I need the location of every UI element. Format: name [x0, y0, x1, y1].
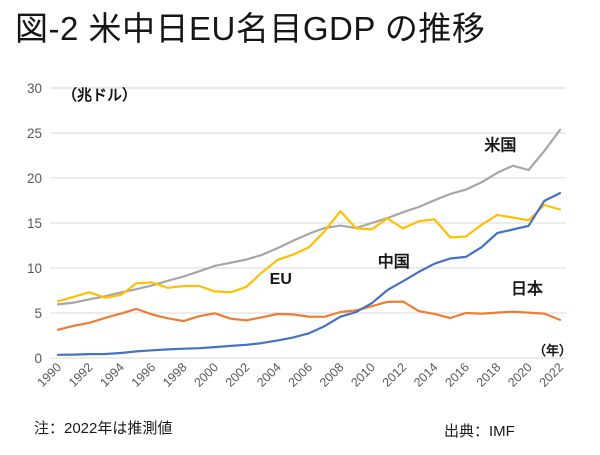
- series-label-EU: EU: [270, 271, 292, 288]
- x-tick-label-1998: 1998: [160, 360, 190, 390]
- series-line-米国: [56, 128, 562, 306]
- x-tick-label-2006: 2006: [286, 360, 316, 390]
- y-tick-label-5: 5: [34, 306, 42, 321]
- x-tick-label-2004: 2004: [254, 360, 284, 390]
- x-tick-label-2020: 2020: [505, 360, 535, 390]
- series-label-米国: 米国: [484, 136, 516, 155]
- x-tick-label-1994: 1994: [97, 360, 127, 390]
- series-line-EU: [56, 203, 562, 303]
- y-tick-label-0: 0: [34, 351, 42, 366]
- y-tick-label-25: 25: [27, 126, 42, 141]
- x-tick-label-2000: 2000: [191, 360, 221, 390]
- source-credit: 出典：IMF: [444, 423, 515, 440]
- x-tick-label-2016: 2016: [442, 360, 472, 390]
- y-axis-unit-label: （兆ドル）: [62, 86, 137, 104]
- x-tick-label-2010: 2010: [348, 360, 378, 390]
- x-axis-unit-label: （年）: [533, 343, 572, 358]
- x-tick-label-2012: 2012: [380, 360, 410, 390]
- y-tick-label-10: 10: [27, 261, 42, 276]
- series-label-中国: 中国: [378, 252, 410, 271]
- y-tick-label-30: 30: [27, 81, 42, 96]
- y-tick-label-15: 15: [27, 216, 42, 231]
- y-tick-label-20: 20: [27, 171, 42, 186]
- series-line-中国: [56, 192, 562, 356]
- series-label-日本: 日本: [511, 279, 543, 298]
- x-tick-label-2008: 2008: [317, 360, 347, 390]
- x-tick-label-1992: 1992: [66, 360, 96, 390]
- x-tick-label-2018: 2018: [474, 360, 504, 390]
- x-tick-label-2002: 2002: [223, 360, 253, 390]
- x-tick-label-1996: 1996: [129, 360, 159, 390]
- x-tick-label-2014: 2014: [411, 360, 441, 390]
- x-tick-label-2022: 2022: [537, 360, 567, 390]
- footnote: 注：2022年は推測値: [34, 420, 173, 437]
- chart-title: 図-2 米中日EU名目GDP の推移: [15, 10, 486, 47]
- series-line-日本: [56, 300, 562, 331]
